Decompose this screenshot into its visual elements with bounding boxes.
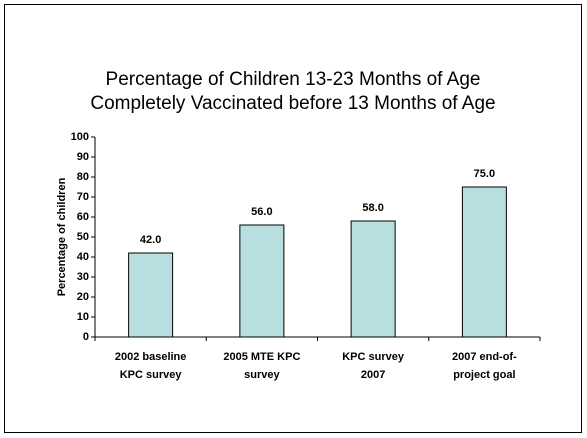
value-label: 58.0 [362, 202, 383, 214]
x-tick-label: KPC survey [342, 351, 405, 363]
bar [350, 220, 396, 338]
value-label: 75.0 [474, 168, 495, 180]
y-tick-label: 70 [77, 191, 89, 203]
value-label: 56.0 [251, 206, 272, 218]
y-tick-label: 20 [77, 291, 89, 303]
bar [461, 186, 507, 338]
y-tick-label: 50 [77, 231, 89, 243]
y-tick-label: 10 [77, 311, 89, 323]
y-tick-label: 30 [77, 271, 89, 283]
y-tick-label: 60 [77, 211, 89, 223]
y-tick-label: 90 [77, 151, 89, 163]
y-axis-label: Percentage of children [56, 177, 68, 296]
bar [239, 224, 285, 338]
y-tick-label: 100 [71, 131, 89, 143]
x-tick-label: KPC survey [120, 369, 183, 381]
x-tick-label: project goal [453, 369, 515, 381]
x-tick-label: 2002 baseline [115, 351, 187, 363]
value-label: 42.0 [140, 234, 161, 246]
x-tick-label: 2007 end-of- [452, 351, 517, 363]
y-tick-label: 80 [77, 171, 89, 183]
chart-title: Percentage of Children 13-23 Months of A… [106, 69, 481, 90]
chart-title: Completely Vaccinated before 13 Months o… [90, 93, 495, 114]
x-tick-label: survey [244, 369, 280, 381]
y-tick-label: 0 [83, 331, 89, 343]
bar [128, 252, 174, 338]
x-tick-label: 2007 [361, 369, 385, 381]
x-tick-label: 2005 MTE KPC [223, 351, 300, 363]
y-tick-label: 40 [77, 251, 89, 263]
